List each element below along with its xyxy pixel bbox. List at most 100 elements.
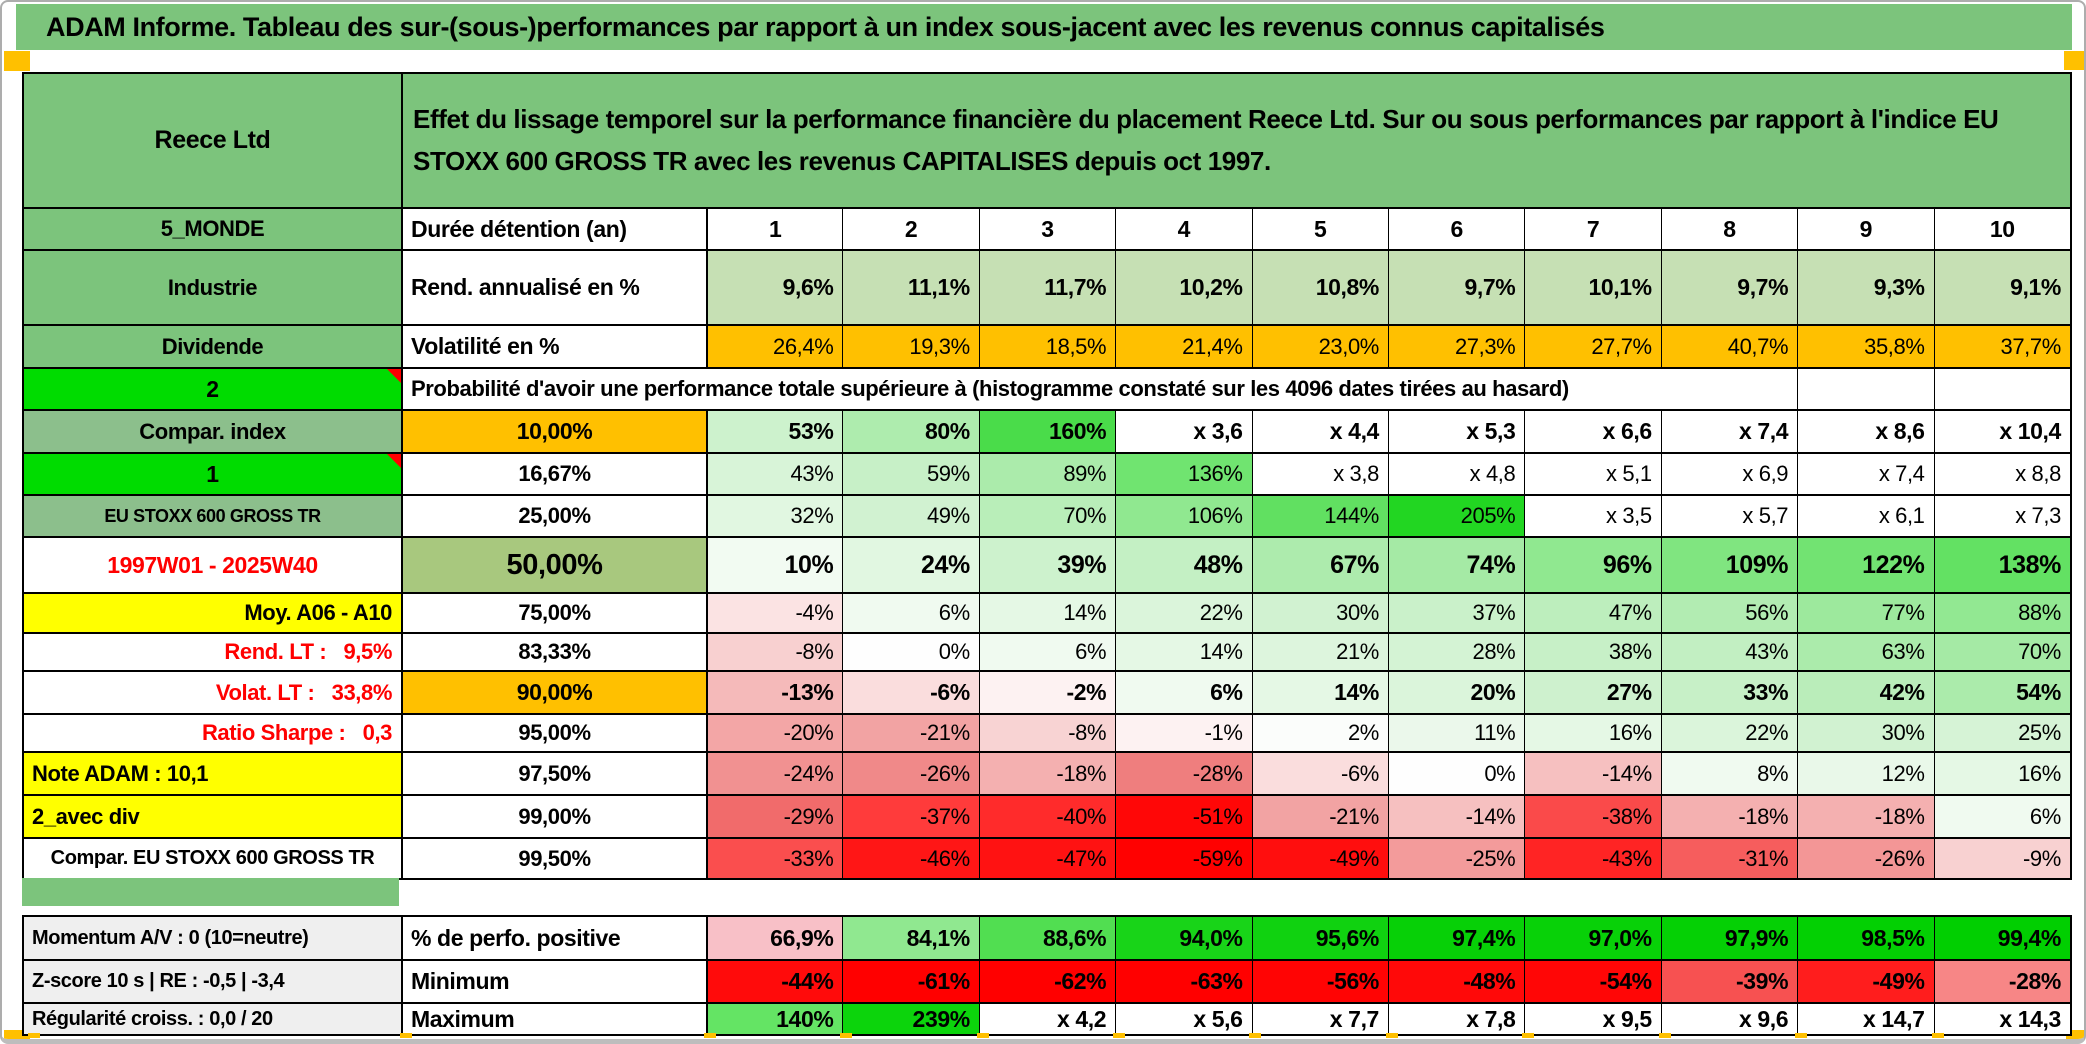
- cell-max-c10[interactable]: x 14,3: [1933, 1004, 2070, 1034]
- cell-volat-c1[interactable]: 26,4%: [706, 326, 843, 367]
- cell-perfo-c6[interactable]: 97,4%: [1387, 917, 1525, 959]
- cell-p25-c5[interactable]: 144%: [1251, 496, 1388, 536]
- cell-max-c7[interactable]: x 9,5: [1524, 1004, 1661, 1034]
- row-header-p99[interactable]: 99,00%: [401, 796, 706, 837]
- cell-p99-c7[interactable]: -38%: [1524, 796, 1661, 837]
- cell-p975-c9[interactable]: 12%: [1797, 753, 1934, 794]
- cell-max-c1[interactable]: 140%: [706, 1004, 843, 1034]
- cell-p83-c10[interactable]: 70%: [1933, 634, 2070, 670]
- cell-p995-c4[interactable]: -59%: [1115, 839, 1252, 878]
- row-header-min[interactable]: Minimum: [401, 961, 706, 1002]
- cell-p995-c8[interactable]: -31%: [1660, 839, 1798, 878]
- row-label-p16[interactable]: 1: [24, 454, 401, 494]
- row-label-max[interactable]: Régularité croiss. : 0,0 / 20: [24, 1004, 401, 1034]
- cell-p975-c8[interactable]: 8%: [1660, 753, 1798, 794]
- cell-p25-c2[interactable]: 49%: [842, 496, 979, 536]
- cell-p25-c10[interactable]: x 7,3: [1933, 496, 2070, 536]
- row-label-p10[interactable]: Compar. index: [24, 411, 401, 452]
- cell-p75-c9[interactable]: 77%: [1797, 594, 1934, 632]
- cell-p995-c1[interactable]: -33%: [706, 839, 843, 878]
- row-header-p75[interactable]: 75,00%: [401, 594, 706, 632]
- cell-p50-c10[interactable]: 138%: [1933, 538, 2070, 592]
- cell-p50-c5[interactable]: 67%: [1251, 538, 1388, 592]
- cell-duree-c5[interactable]: 5: [1251, 209, 1388, 249]
- cell-p995-c10[interactable]: -9%: [1933, 839, 2070, 878]
- cell-p25-c1[interactable]: 32%: [706, 496, 843, 536]
- row-label-p995[interactable]: Compar. EU STOXX 600 GROSS TR: [24, 839, 401, 878]
- cell-p99-c9[interactable]: -18%: [1797, 796, 1934, 837]
- cell-volat-c4[interactable]: 21,4%: [1115, 326, 1252, 367]
- cell-p83-c5[interactable]: 21%: [1251, 634, 1388, 670]
- cell-p25-c9[interactable]: x 6,1: [1797, 496, 1934, 536]
- cell-p25-c3[interactable]: 70%: [978, 496, 1116, 536]
- cell-volat-c2[interactable]: 19,3%: [842, 326, 979, 367]
- cell-p16-c7[interactable]: x 5,1: [1524, 454, 1661, 494]
- cell-p10-c4[interactable]: x 3,6: [1115, 411, 1252, 452]
- cell-p10-c10[interactable]: x 10,4: [1933, 411, 2070, 452]
- cell-p10-c8[interactable]: x 7,4: [1660, 411, 1798, 452]
- cell-max-c9[interactable]: x 14,7: [1797, 1004, 1934, 1034]
- row-label-header[interactable]: Reece Ltd: [24, 74, 401, 207]
- cell-p99-c4[interactable]: -51%: [1115, 796, 1252, 837]
- cell-p16-c3[interactable]: 89%: [978, 454, 1116, 494]
- cell-min-c3[interactable]: -62%: [978, 961, 1116, 1002]
- cell-volat-c5[interactable]: 23,0%: [1251, 326, 1388, 367]
- cell-p83-c6[interactable]: 28%: [1387, 634, 1525, 670]
- cell-p995-c6[interactable]: -25%: [1387, 839, 1525, 878]
- cell-p50-c8[interactable]: 109%: [1660, 538, 1798, 592]
- cell-p90-c9[interactable]: 42%: [1797, 672, 1934, 713]
- cell-min-c8[interactable]: -39%: [1660, 961, 1798, 1002]
- cell-rend-c6[interactable]: 9,7%: [1387, 251, 1525, 324]
- row-header-duree[interactable]: Durée détention (an): [401, 209, 706, 249]
- cell-prob-c9[interactable]: [1797, 369, 1934, 409]
- cell-p95-c3[interactable]: -8%: [978, 715, 1116, 751]
- cell-p95-c9[interactable]: 30%: [1797, 715, 1934, 751]
- cell-perfo-c10[interactable]: 99,4%: [1933, 917, 2070, 959]
- cell-p16-c1[interactable]: 43%: [706, 454, 843, 494]
- cell-duree-c8[interactable]: 8: [1660, 209, 1798, 249]
- cell-perfo-c4[interactable]: 94,0%: [1115, 917, 1252, 959]
- row-label-p975[interactable]: Note ADAM : 10,1: [24, 753, 401, 794]
- cell-p10-c1[interactable]: 53%: [706, 411, 843, 452]
- cell-max-c5[interactable]: x 7,7: [1251, 1004, 1388, 1034]
- row-label-p83[interactable]: Rend. LT : 9,5%: [24, 634, 401, 670]
- cell-perfo-c7[interactable]: 97,0%: [1524, 917, 1661, 959]
- cell-p50-c9[interactable]: 122%: [1797, 538, 1934, 592]
- probability-caption[interactable]: Probabilité d'avoir une performance tota…: [401, 369, 1798, 409]
- cell-p83-c3[interactable]: 6%: [978, 634, 1116, 670]
- cell-p90-c1[interactable]: -13%: [706, 672, 843, 713]
- cell-max-c4[interactable]: x 5,6: [1115, 1004, 1252, 1034]
- row-header-max[interactable]: Maximum: [401, 1004, 706, 1034]
- cell-p90-c6[interactable]: 20%: [1387, 672, 1525, 713]
- cell-duree-c2[interactable]: 2: [842, 209, 979, 249]
- cell-p975-c4[interactable]: -28%: [1115, 753, 1252, 794]
- cell-min-c10[interactable]: -28%: [1933, 961, 2070, 1002]
- cell-p75-c6[interactable]: 37%: [1387, 594, 1525, 632]
- cell-duree-c3[interactable]: 3: [978, 209, 1116, 249]
- cell-p95-c2[interactable]: -21%: [842, 715, 979, 751]
- cell-p95-c5[interactable]: 2%: [1251, 715, 1388, 751]
- cell-p16-c5[interactable]: x 3,8: [1251, 454, 1388, 494]
- cell-rend-c8[interactable]: 9,7%: [1660, 251, 1798, 324]
- cell-p99-c5[interactable]: -21%: [1251, 796, 1388, 837]
- cell-perfo-c3[interactable]: 88,6%: [978, 917, 1116, 959]
- cell-volat-c9[interactable]: 35,8%: [1797, 326, 1934, 367]
- cell-p25-c4[interactable]: 106%: [1115, 496, 1252, 536]
- cell-p83-c9[interactable]: 63%: [1797, 634, 1934, 670]
- cell-min-c2[interactable]: -61%: [842, 961, 979, 1002]
- cell-p995-c3[interactable]: -47%: [978, 839, 1116, 878]
- cell-min-c5[interactable]: -56%: [1251, 961, 1388, 1002]
- row-label-p75[interactable]: Moy. A06 - A10: [24, 594, 401, 632]
- row-label-p25[interactable]: EU STOXX 600 GROSS TR: [24, 496, 401, 536]
- row-label-volat[interactable]: Dividende: [24, 326, 401, 367]
- cell-p83-c7[interactable]: 38%: [1524, 634, 1661, 670]
- cell-rend-c5[interactable]: 10,8%: [1251, 251, 1388, 324]
- row-label-min[interactable]: Z-score 10 s | RE : -0,5 | -3,4: [24, 961, 401, 1002]
- cell-p90-c2[interactable]: -6%: [842, 672, 979, 713]
- cell-p99-c3[interactable]: -40%: [978, 796, 1116, 837]
- cell-p25-c6[interactable]: 205%: [1387, 496, 1525, 536]
- cell-p90-c8[interactable]: 33%: [1660, 672, 1798, 713]
- cell-p75-c7[interactable]: 47%: [1524, 594, 1661, 632]
- cell-max-c6[interactable]: x 7,8: [1387, 1004, 1525, 1034]
- cell-p83-c1[interactable]: -8%: [706, 634, 843, 670]
